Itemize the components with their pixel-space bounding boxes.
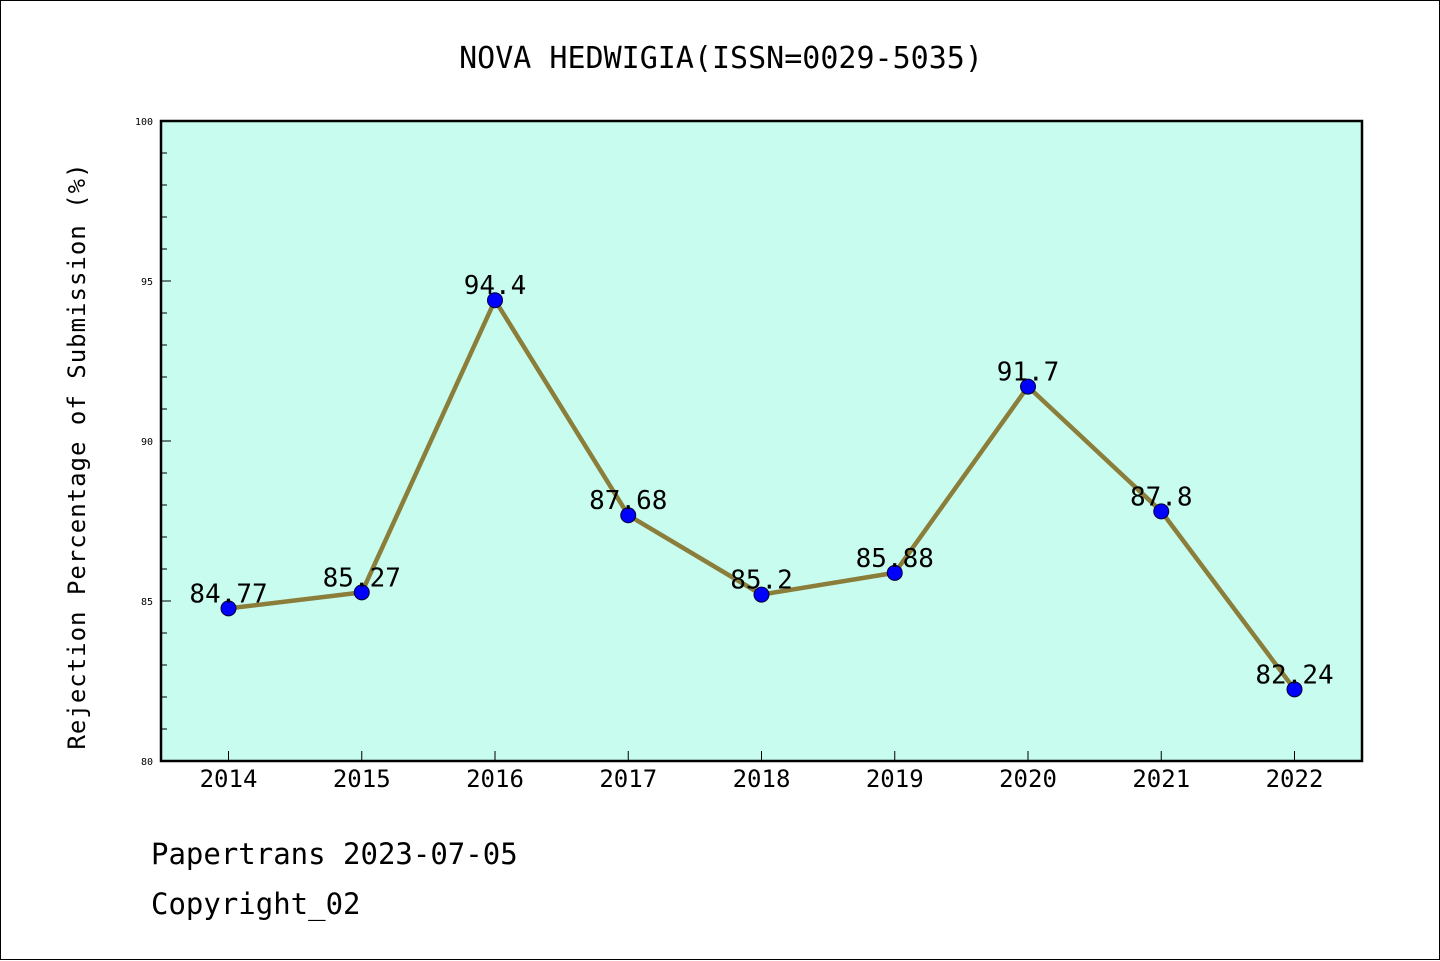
data-point-label: 87.8	[1130, 482, 1193, 512]
data-point-label: 85.27	[323, 563, 401, 593]
y-axis-ticks: 80 85 90 95 100	[135, 117, 171, 768]
data-point-marker	[1153, 503, 1170, 520]
y-tick-label: 90	[141, 437, 153, 448]
data-point-marker	[886, 564, 903, 581]
data-point-marker	[220, 600, 237, 617]
data-markers	[220, 292, 1303, 698]
data-point-marker	[1020, 378, 1036, 395]
plot-area	[159, 119, 1364, 763]
x-tick-label: 2022	[1266, 765, 1324, 793]
x-tick-label: 2015	[333, 765, 391, 793]
x-tick-label: 2020	[999, 765, 1057, 793]
y-tick-label: 95	[141, 277, 153, 288]
data-point-marker	[353, 584, 370, 601]
data-point-label: 84.77	[189, 579, 267, 609]
data-point-marker	[487, 292, 503, 309]
y-tick-label: 100	[135, 117, 153, 128]
x-tick-label: 2014	[200, 765, 258, 793]
y-tick-label: 80	[141, 757, 153, 768]
x-axis-ticks: 2014 2015 2016 2017 2018 2019 2020 2021 2022	[200, 751, 1324, 793]
x-tick-label: 2016	[466, 765, 524, 793]
data-point-marker	[1286, 681, 1303, 698]
x-tick-label: 2019	[866, 765, 924, 793]
data-labels: 84.77 85.27 94.4 87.68 85.2 85.88 91.7 87.8 82.2…	[189, 271, 1333, 690]
y-axis-label: Rejection Percentage of Submission (%)	[63, 162, 91, 749]
data-point-label: 87.68	[589, 486, 667, 516]
x-tick-label: 2017	[599, 765, 657, 793]
data-point-label: 94.4	[464, 271, 527, 301]
data-point-marker	[753, 586, 770, 603]
data-point-label: 85.88	[856, 544, 934, 574]
footer-copyright-text: Copyright_02	[151, 887, 361, 921]
footer-date-text: Papertrans 2023-07-05	[151, 837, 518, 871]
x-tick-label: 2021	[1132, 765, 1190, 793]
data-point-marker	[620, 507, 637, 524]
chart-title: NOVA HEDWIGIA(ISSN=0029-5035)	[459, 41, 983, 76]
x-tick-label: 2018	[733, 765, 791, 793]
data-point-label: 85.2	[730, 566, 793, 596]
y-tick-label: 85	[141, 597, 153, 608]
data-point-label: 91.7	[997, 358, 1060, 388]
data-point-label: 82.24	[1255, 660, 1333, 690]
